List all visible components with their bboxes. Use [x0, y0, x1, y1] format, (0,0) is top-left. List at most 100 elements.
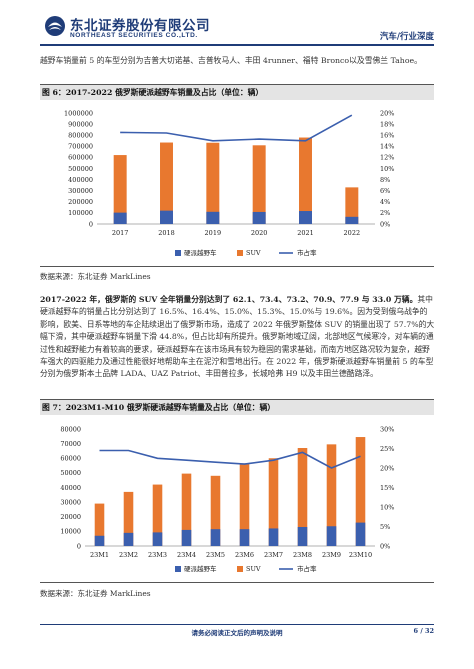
bar-suv — [355, 437, 366, 546]
legend-swatch-offroad — [175, 566, 181, 572]
y-tick-label: 200000 — [68, 198, 93, 206]
bar-offroad — [94, 535, 105, 546]
legend-swatch-offroad — [175, 250, 181, 256]
figure7-source-divider — [40, 582, 434, 583]
y2-tick-label: 4% — [380, 198, 390, 206]
y2-tick-label: 20% — [380, 464, 394, 472]
x-tick-label: 2021 — [297, 229, 314, 237]
bar-suv — [297, 448, 308, 546]
y-tick-label: 400000 — [68, 176, 93, 184]
bar-offroad — [345, 216, 359, 224]
bar-suv — [94, 503, 105, 546]
brand-name-en: NORTHEAST SECURITIES CO.,LTD. — [70, 32, 198, 39]
x-tick-label: 2018 — [158, 229, 175, 237]
y2-tick-label: 5% — [380, 523, 390, 531]
y-tick-label: 700000 — [68, 143, 93, 151]
y2-tick-label: 15% — [380, 484, 394, 492]
legend-label-suv: SUV — [246, 565, 261, 573]
bar-suv — [239, 463, 250, 546]
body-text: 其中硬派越野车的销量占比分别达到了 16.5%、16.4%、15.0%、15.3… — [40, 295, 435, 379]
legend-label-share: 市占率 — [297, 248, 317, 257]
x-tick-label: 23M8 — [293, 551, 312, 559]
bar-offroad — [123, 532, 134, 546]
bar-offroad — [299, 211, 312, 224]
figure7-source: 数据来源：东北证券 MarkLines — [40, 589, 151, 598]
y2-tick-label: 0% — [380, 220, 390, 228]
y2-tick-label: 25% — [380, 445, 394, 453]
bar-offroad — [206, 211, 220, 224]
figure6-chart: 0 100000 200000 300000 400000 500000 600000 700… — [64, 109, 394, 257]
bar-suv — [252, 145, 266, 224]
figure7-title: 图 7：2023M1-M10 俄罗斯硬派越野车销量及占比（单位：辆） — [40, 399, 434, 415]
y2-tick-label: 6% — [380, 187, 390, 195]
y2-tick-label: 10% — [380, 165, 394, 173]
y2-tick-label: 2% — [380, 209, 390, 217]
legend-label-offroad: 硬派越野车 — [184, 564, 217, 573]
y-tick-label: 300000 — [68, 187, 93, 195]
legend-label-share: 市占率 — [297, 564, 317, 573]
brand-name-cn: 东北证券股份有限公司 — [70, 18, 210, 34]
bar-suv — [160, 142, 173, 224]
bar-offroad — [239, 529, 250, 546]
line-share — [120, 114, 353, 142]
bar-offroad — [160, 210, 173, 224]
y-tick-label: 100000 — [68, 209, 93, 217]
y2-tick-label: 16% — [380, 132, 394, 140]
x-tick-label: 23M7 — [264, 551, 283, 559]
y2-tick-label: 0% — [380, 542, 390, 550]
x-tick-label: 23M9 — [322, 551, 341, 559]
northeast-securities-logo-icon — [45, 16, 65, 36]
y-tick-label: 80000 — [60, 425, 81, 433]
page-number: 6 / 32 — [413, 627, 434, 635]
bar-suv — [299, 137, 312, 224]
bar-suv — [181, 473, 192, 546]
y-tick-label: 70000 — [60, 440, 81, 448]
bar-offroad — [113, 212, 127, 224]
bar-offroad — [326, 526, 337, 546]
legend-label-suv: SUV — [246, 249, 261, 257]
bar-suv — [268, 458, 279, 546]
footer-divider — [40, 624, 434, 625]
x-tick-label: 23M6 — [235, 551, 254, 559]
bar-suv — [206, 142, 220, 224]
y2-tick-label: 20% — [380, 109, 394, 117]
bar-offroad — [355, 522, 366, 546]
y-tick-label: 0 — [89, 220, 93, 228]
y-tick-label: 800000 — [68, 132, 93, 140]
y2-tick-label: 8% — [380, 176, 390, 184]
y-tick-label: 10000 — [60, 528, 81, 536]
bar-offroad — [181, 529, 192, 546]
x-tick-label: 2022 — [344, 229, 361, 237]
body-paragraph: 2017-2022 年，俄罗斯的 SUV 全年销量分别达到了 62.1、73.4… — [40, 294, 435, 381]
x-tick-label: 2020 — [251, 229, 268, 237]
figure6-title: 图 6：2017-2022 俄罗斯硬派越野车销量及占比（单位：辆） — [40, 84, 434, 100]
y2-tick-label: 12% — [380, 154, 394, 162]
y-tick-label: 60000 — [60, 455, 81, 463]
legend-label-offroad: 硬派越野车 — [184, 248, 217, 257]
body-lead: 2017-2022 年，俄罗斯的 SUV 全年销量分别达到了 62.1、73.4… — [40, 295, 418, 304]
x-tick-label: 23M2 — [119, 551, 138, 559]
x-tick-label: 23M4 — [177, 551, 196, 559]
figure6-source: 数据来源：东北证券 MarkLines — [40, 272, 151, 281]
bar-offroad — [297, 526, 308, 546]
x-tick-label: 2019 — [205, 229, 222, 237]
x-tick-label: 23M3 — [148, 551, 167, 559]
page-header: 东北证券股份有限公司 NORTHEAST SECURITIES CO.,LTD.… — [0, 0, 474, 44]
x-tick-label: 2017 — [112, 229, 129, 237]
header-divider — [40, 44, 434, 46]
figure6-source-divider — [40, 266, 434, 267]
footer-disclaimer: 请务必阅读正文后的声明及说明 — [191, 629, 283, 637]
y-tick-label: 1000000 — [64, 109, 93, 117]
y2-tick-label: 10% — [380, 503, 394, 511]
legend-swatch-suv — [237, 566, 243, 572]
y-tick-label: 900000 — [68, 120, 93, 128]
bar-offroad — [268, 528, 279, 546]
line-share — [99, 449, 361, 469]
y-tick-label: 20000 — [60, 513, 81, 521]
legend-swatch-suv — [237, 250, 243, 256]
y-tick-label: 500000 — [68, 165, 93, 173]
y-tick-label: 0 — [77, 542, 81, 550]
y-tick-label: 600000 — [68, 154, 93, 162]
y2-tick-label: 30% — [380, 425, 394, 433]
y-tick-label: 30000 — [60, 498, 81, 506]
